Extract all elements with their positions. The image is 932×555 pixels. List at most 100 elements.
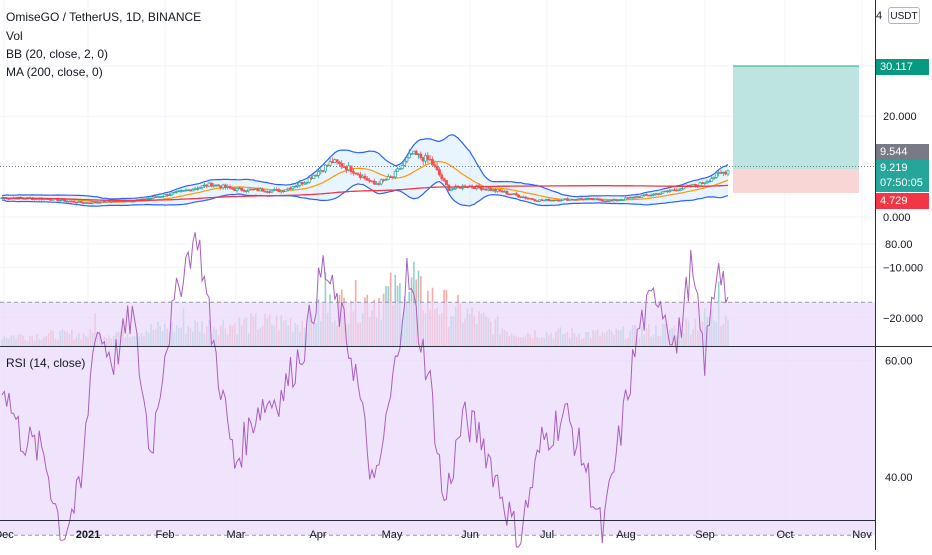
candle-body [140, 198, 144, 201]
candle-body [282, 190, 286, 192]
candle-body [84, 202, 88, 204]
candle-body [449, 188, 453, 192]
last-price-value: 9.219 [880, 162, 908, 174]
candle-body [61, 199, 64, 201]
loss-zone [733, 169, 859, 193]
candle-body [361, 175, 365, 178]
candle-body [307, 177, 311, 183]
vol-legend[interactable]: Vol [6, 29, 23, 43]
candle-body [286, 187, 290, 191]
candle-body [705, 181, 709, 184]
candle-body [172, 191, 176, 194]
candle-body [72, 200, 76, 203]
candle-body [298, 182, 302, 186]
time-tick-label: May [382, 529, 403, 541]
rsi-band [0, 302, 875, 536]
candle-body [263, 190, 267, 193]
candle-body [275, 189, 279, 191]
candle-body [249, 188, 253, 191]
time-tick-label: Jul [540, 529, 554, 541]
candle-body [354, 172, 358, 175]
candle-body [607, 199, 611, 202]
time-tick-label: Nov [852, 529, 872, 541]
candle-body [189, 189, 192, 192]
candle-body [661, 190, 665, 194]
candle-body [196, 188, 199, 190]
candle-body [386, 176, 390, 180]
candle-body [614, 199, 618, 201]
candle-body [393, 171, 397, 178]
candle-body [496, 189, 500, 192]
rsi-panel [0, 232, 875, 548]
candle-body [296, 184, 299, 187]
candle-body [424, 155, 427, 162]
candle-body [289, 187, 292, 190]
candle-body [621, 199, 625, 201]
rsi-legend[interactable]: RSI (14, close) [6, 356, 86, 370]
candle-body [379, 179, 383, 185]
candle-body [258, 188, 262, 192]
ma-legend[interactable]: MA (200, close, 0) [6, 65, 103, 79]
candle-body [482, 188, 486, 191]
rsi-tick-label: 40.00 [885, 472, 913, 484]
candle-body [161, 195, 165, 198]
candle-body [572, 199, 576, 201]
candle-body [375, 183, 379, 185]
candle-body [91, 201, 95, 204]
candle-body [170, 192, 174, 196]
candle-body [673, 189, 676, 192]
candle-body [554, 199, 558, 202]
candle-body [251, 188, 255, 191]
candle-body [179, 190, 183, 192]
candle-body [142, 198, 146, 201]
candle-body [438, 169, 441, 176]
position-box[interactable] [0, 65, 875, 193]
time-tick-label: Mar [227, 529, 246, 541]
candle-body [628, 196, 632, 199]
candle-body [410, 153, 413, 155]
bb-upper-line [1, 134, 729, 200]
candle-body [598, 198, 602, 201]
currency-button[interactable]: USDT [888, 7, 920, 24]
candle-body [524, 196, 528, 199]
candle-body [328, 161, 332, 166]
moving-average [1, 184, 729, 202]
candle-body [486, 188, 490, 191]
candle-body [184, 189, 188, 192]
candle-body [277, 189, 281, 193]
candle-body [356, 173, 360, 176]
candle-body [500, 190, 504, 193]
candle-body [666, 190, 669, 193]
candle-body [582, 198, 586, 201]
candle-body [244, 190, 248, 192]
candle-body [270, 190, 274, 193]
candle-body [323, 164, 327, 172]
rsi-tick-label: 80.00 [885, 239, 913, 251]
candle-body [186, 189, 190, 191]
candle-body [235, 188, 239, 191]
candle-body [330, 161, 334, 163]
candle-body [391, 176, 395, 178]
candle-body [403, 160, 407, 166]
candle-body [528, 197, 532, 200]
price-tick-label: −10.000 [883, 262, 923, 274]
candle-body [358, 174, 362, 178]
candle-body [605, 200, 609, 203]
candle-body [230, 187, 234, 190]
candle-body [344, 166, 348, 171]
time-tick-label: Sep [695, 529, 715, 541]
candle-body [65, 200, 69, 203]
candle-body [659, 192, 662, 195]
candle-body [193, 188, 197, 190]
candle-body [538, 199, 541, 202]
candle-body [626, 197, 630, 199]
candle-body [107, 200, 111, 203]
candle-body [233, 188, 237, 191]
bb-legend[interactable]: BB (20, close, 2, 0) [6, 47, 109, 61]
candle-body [284, 189, 288, 192]
symbol-title[interactable]: OmiseGO / TetherUS, 1D, BINANCE [6, 10, 202, 24]
candle-body [714, 172, 718, 178]
